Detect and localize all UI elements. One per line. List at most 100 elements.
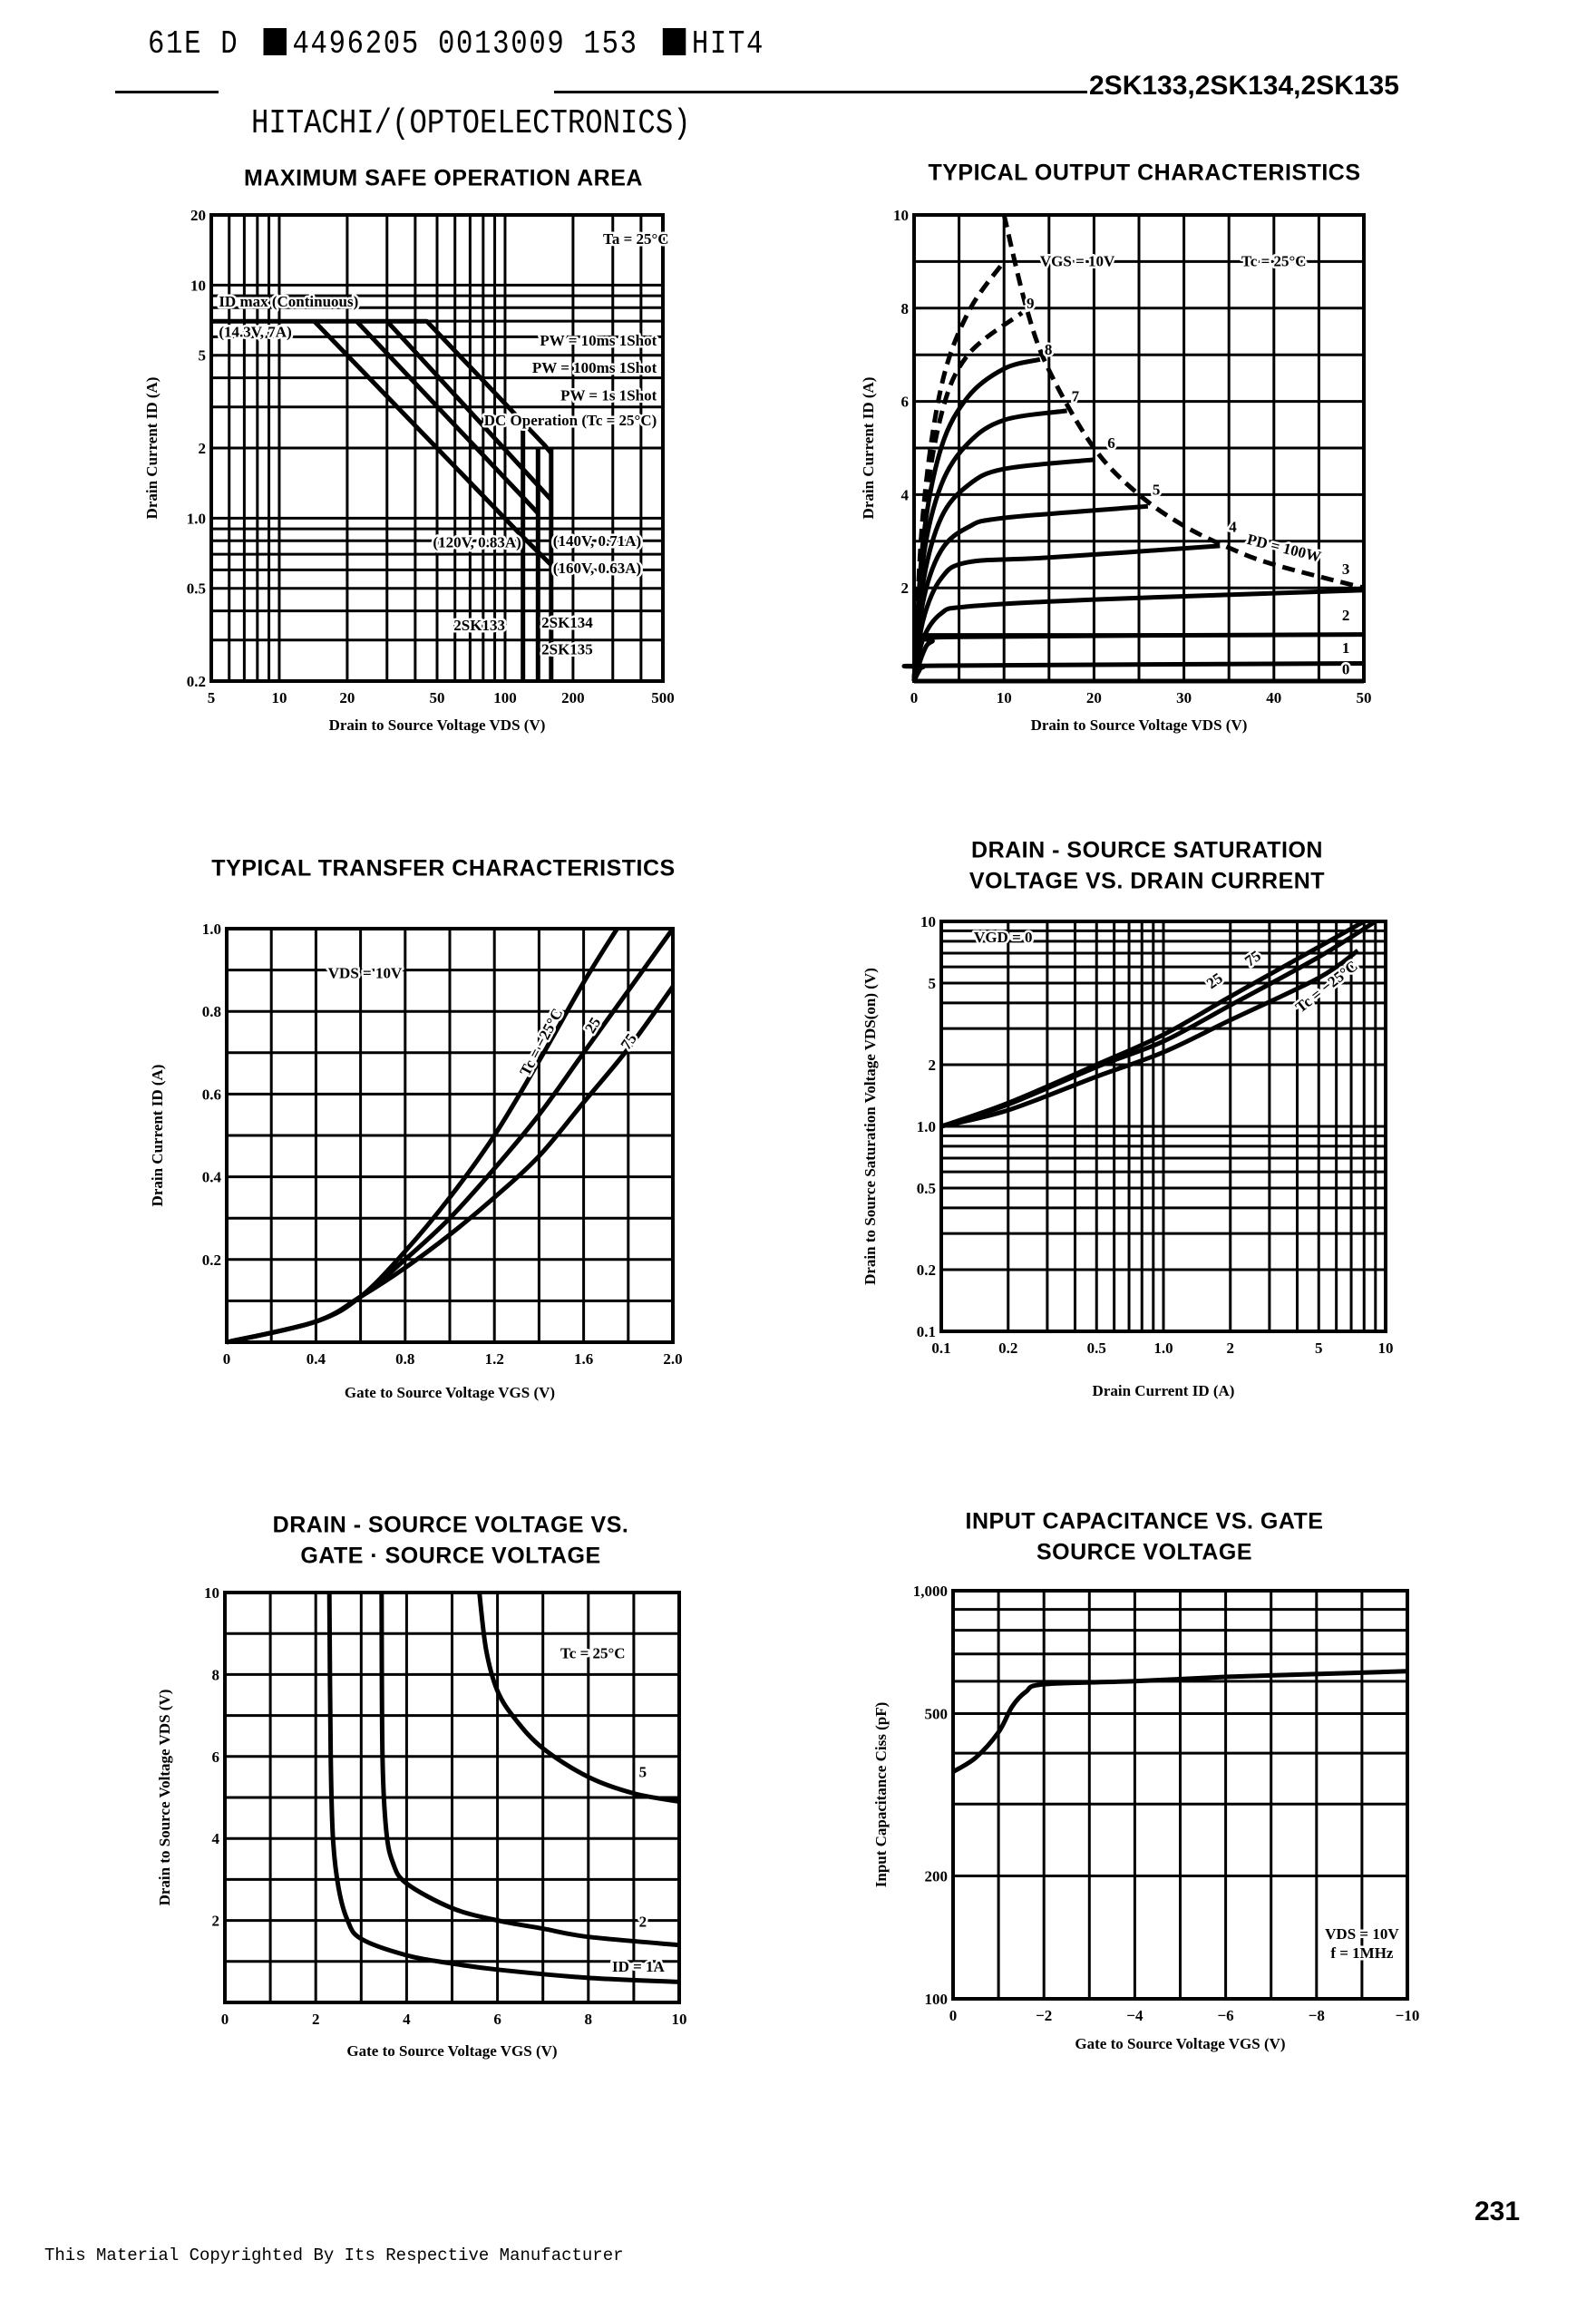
y-axis-label: Drain to Source Saturation Voltage VDS(o… [861, 968, 879, 1285]
series-curve [379, 1592, 680, 1948]
plot-frame [951, 1589, 1409, 2001]
series-label: VGS = 10V [1040, 253, 1115, 270]
series-curve [1001, 214, 1365, 590]
x-tick-label: 100 [493, 689, 517, 706]
header-rule-left [115, 91, 219, 93]
x-tick-label: 5 [1315, 1339, 1323, 1357]
series-curve [940, 949, 1359, 1129]
y-tick-label: 10 [204, 1584, 219, 1602]
x-tick-label: 0 [910, 689, 919, 706]
x-tick-label: 2.0 [663, 1350, 682, 1368]
series-label: 9 [1027, 295, 1035, 312]
y-tick-label: 6 [212, 1749, 220, 1766]
chart-annotation: (140V, 0.71A) [553, 532, 641, 550]
x-tick-label: 0.8 [395, 1350, 414, 1368]
barcode-block-icon [263, 28, 287, 55]
x-tick-label: 50 [430, 689, 445, 706]
series-label: 0 [1342, 660, 1350, 677]
series-curve [911, 408, 1067, 682]
x-tick-label: 0 [223, 1350, 231, 1368]
series-label: 5 [639, 1763, 647, 1780]
y-tick-label: 10 [893, 207, 909, 224]
x-tick-label: 1.6 [574, 1350, 593, 1368]
y-tick-label: 500 [925, 1705, 949, 1722]
chart-annotation: (14.3V, 7A) [219, 323, 291, 340]
y-tick-label: 10 [920, 913, 936, 930]
y-tick-label: 0.2 [917, 1262, 936, 1279]
series-label: 2SK133 [453, 617, 505, 634]
x-tick-label: 20 [1086, 689, 1102, 706]
series-curve [226, 985, 676, 1345]
chart-annotation: Tc = 25°C [560, 1644, 626, 1661]
y-axis-label: Drain Current ID (A) [149, 1064, 166, 1207]
series-label: 7 [1072, 388, 1080, 405]
chart-title: SOURCE VOLTAGE [1036, 1539, 1253, 1565]
y-tick-label: 10 [190, 277, 206, 294]
chart-title: INPUT CAPACITANCE VS. GATE [965, 1508, 1324, 1534]
barcode-block-icon [662, 28, 686, 55]
y-axis-label: Drain to Source Voltage VDS (V) [156, 1689, 173, 1906]
x-axis-label: Drain Current ID (A) [1092, 1382, 1235, 1399]
y-tick-label: 6 [901, 394, 910, 411]
series-label: 25 [1203, 969, 1226, 992]
x-tick-label: 1.0 [1153, 1339, 1173, 1357]
series-curve [901, 661, 1365, 683]
chart-title: TYPICAL OUTPUT CHARACTERISTICS [928, 160, 1361, 186]
x-tick-label: 10 [997, 689, 1012, 706]
series-label: 8 [1045, 341, 1053, 358]
y-tick-label: 0.2 [187, 673, 206, 690]
x-tick-label: 10 [672, 2011, 687, 2028]
series-curve [477, 1592, 680, 1804]
x-axis-label: Drain to Source Voltage VDS (V) [328, 716, 546, 734]
x-tick-label: 0.5 [1087, 1339, 1106, 1357]
y-tick-label: 1.0 [187, 510, 206, 527]
x-tick-label: 0.4 [307, 1350, 326, 1368]
x-tick-label: 2 [1227, 1339, 1235, 1357]
series-label: 2 [1342, 607, 1350, 624]
y-tick-label: 2 [901, 580, 910, 597]
y-tick-label: 2 [212, 1913, 220, 1930]
part-numbers: 2SK133,2SK134,2SK135 [1089, 71, 1399, 101]
chart-annotation: (160V, 0.63A) [553, 560, 641, 577]
chart-plot: 0 2 4 6 8 10 2 4 6 8 10 ID = 1A 2 5 Tc = 25°C [204, 1584, 687, 2028]
series-curve [911, 310, 1024, 682]
y-tick-label: 2 [929, 1057, 937, 1074]
chart-title: DRAIN - SOURCE SATURATION [971, 837, 1323, 863]
series-curve [326, 1592, 680, 1984]
series-label: 4 [1229, 519, 1237, 536]
x-tick-label: 0.1 [931, 1339, 950, 1357]
series-curve [911, 259, 1007, 682]
plot-frame [225, 927, 675, 1344]
series-label: 2SK134 [541, 614, 593, 631]
x-tick-label: 10 [1378, 1339, 1394, 1357]
x-tick-label: 10 [271, 689, 287, 706]
series-curve [911, 503, 1149, 682]
chart-plot: 0 0.4 0.8 1.2 1.6 2.0 0.2 0.4 0.6 0.8 1.0 Tc = −25°… [202, 921, 683, 1368]
x-tick-label: −2 [1036, 2007, 1052, 2024]
x-axis-label: Gate to Source Voltage VGS (V) [344, 1384, 556, 1401]
x-tick-label: 6 [493, 2011, 501, 2028]
y-tick-label: 0.4 [202, 1169, 222, 1186]
y-axis-label: Input Capacitance Ciss (pF) [872, 1701, 890, 1888]
y-axis-label: Drain Current ID (A) [143, 376, 161, 520]
y-tick-label: 0.1 [917, 1323, 936, 1340]
y-tick-label: 5 [929, 975, 937, 992]
y-tick-label: 5 [199, 347, 207, 365]
y-tick-label: 8 [901, 300, 910, 317]
y-tick-label: 0.5 [187, 580, 206, 598]
x-tick-label: −4 [1126, 2007, 1143, 2024]
x-tick-label: 2 [312, 2011, 320, 2028]
code-numbers: 4496205 0013009 153 [292, 25, 638, 63]
chart-plot: 5 10 20 50 100 200 500 0.2 0.5 1.0 2 5 10 20 DC Operat… [187, 207, 675, 706]
chart-title: DRAIN - SOURCE VOLTAGE VS. [272, 1512, 629, 1538]
series-curve [355, 319, 540, 515]
y-tick-label: 1,000 [913, 1583, 948, 1600]
chart-title: GATE · SOURCE VOLTAGE [300, 1543, 601, 1569]
y-tick-label: 1.0 [202, 921, 221, 938]
chart-annotation: VGD = 0 [974, 929, 1032, 946]
chart-title: MAXIMUM SAFE OPERATION AREA [244, 165, 643, 191]
chart-annotation: Ta = 25°C [603, 230, 669, 248]
x-tick-label: 5 [208, 689, 216, 706]
plot-frame [209, 213, 665, 683]
chart-annotation: Tc = 25°C [1241, 253, 1307, 270]
